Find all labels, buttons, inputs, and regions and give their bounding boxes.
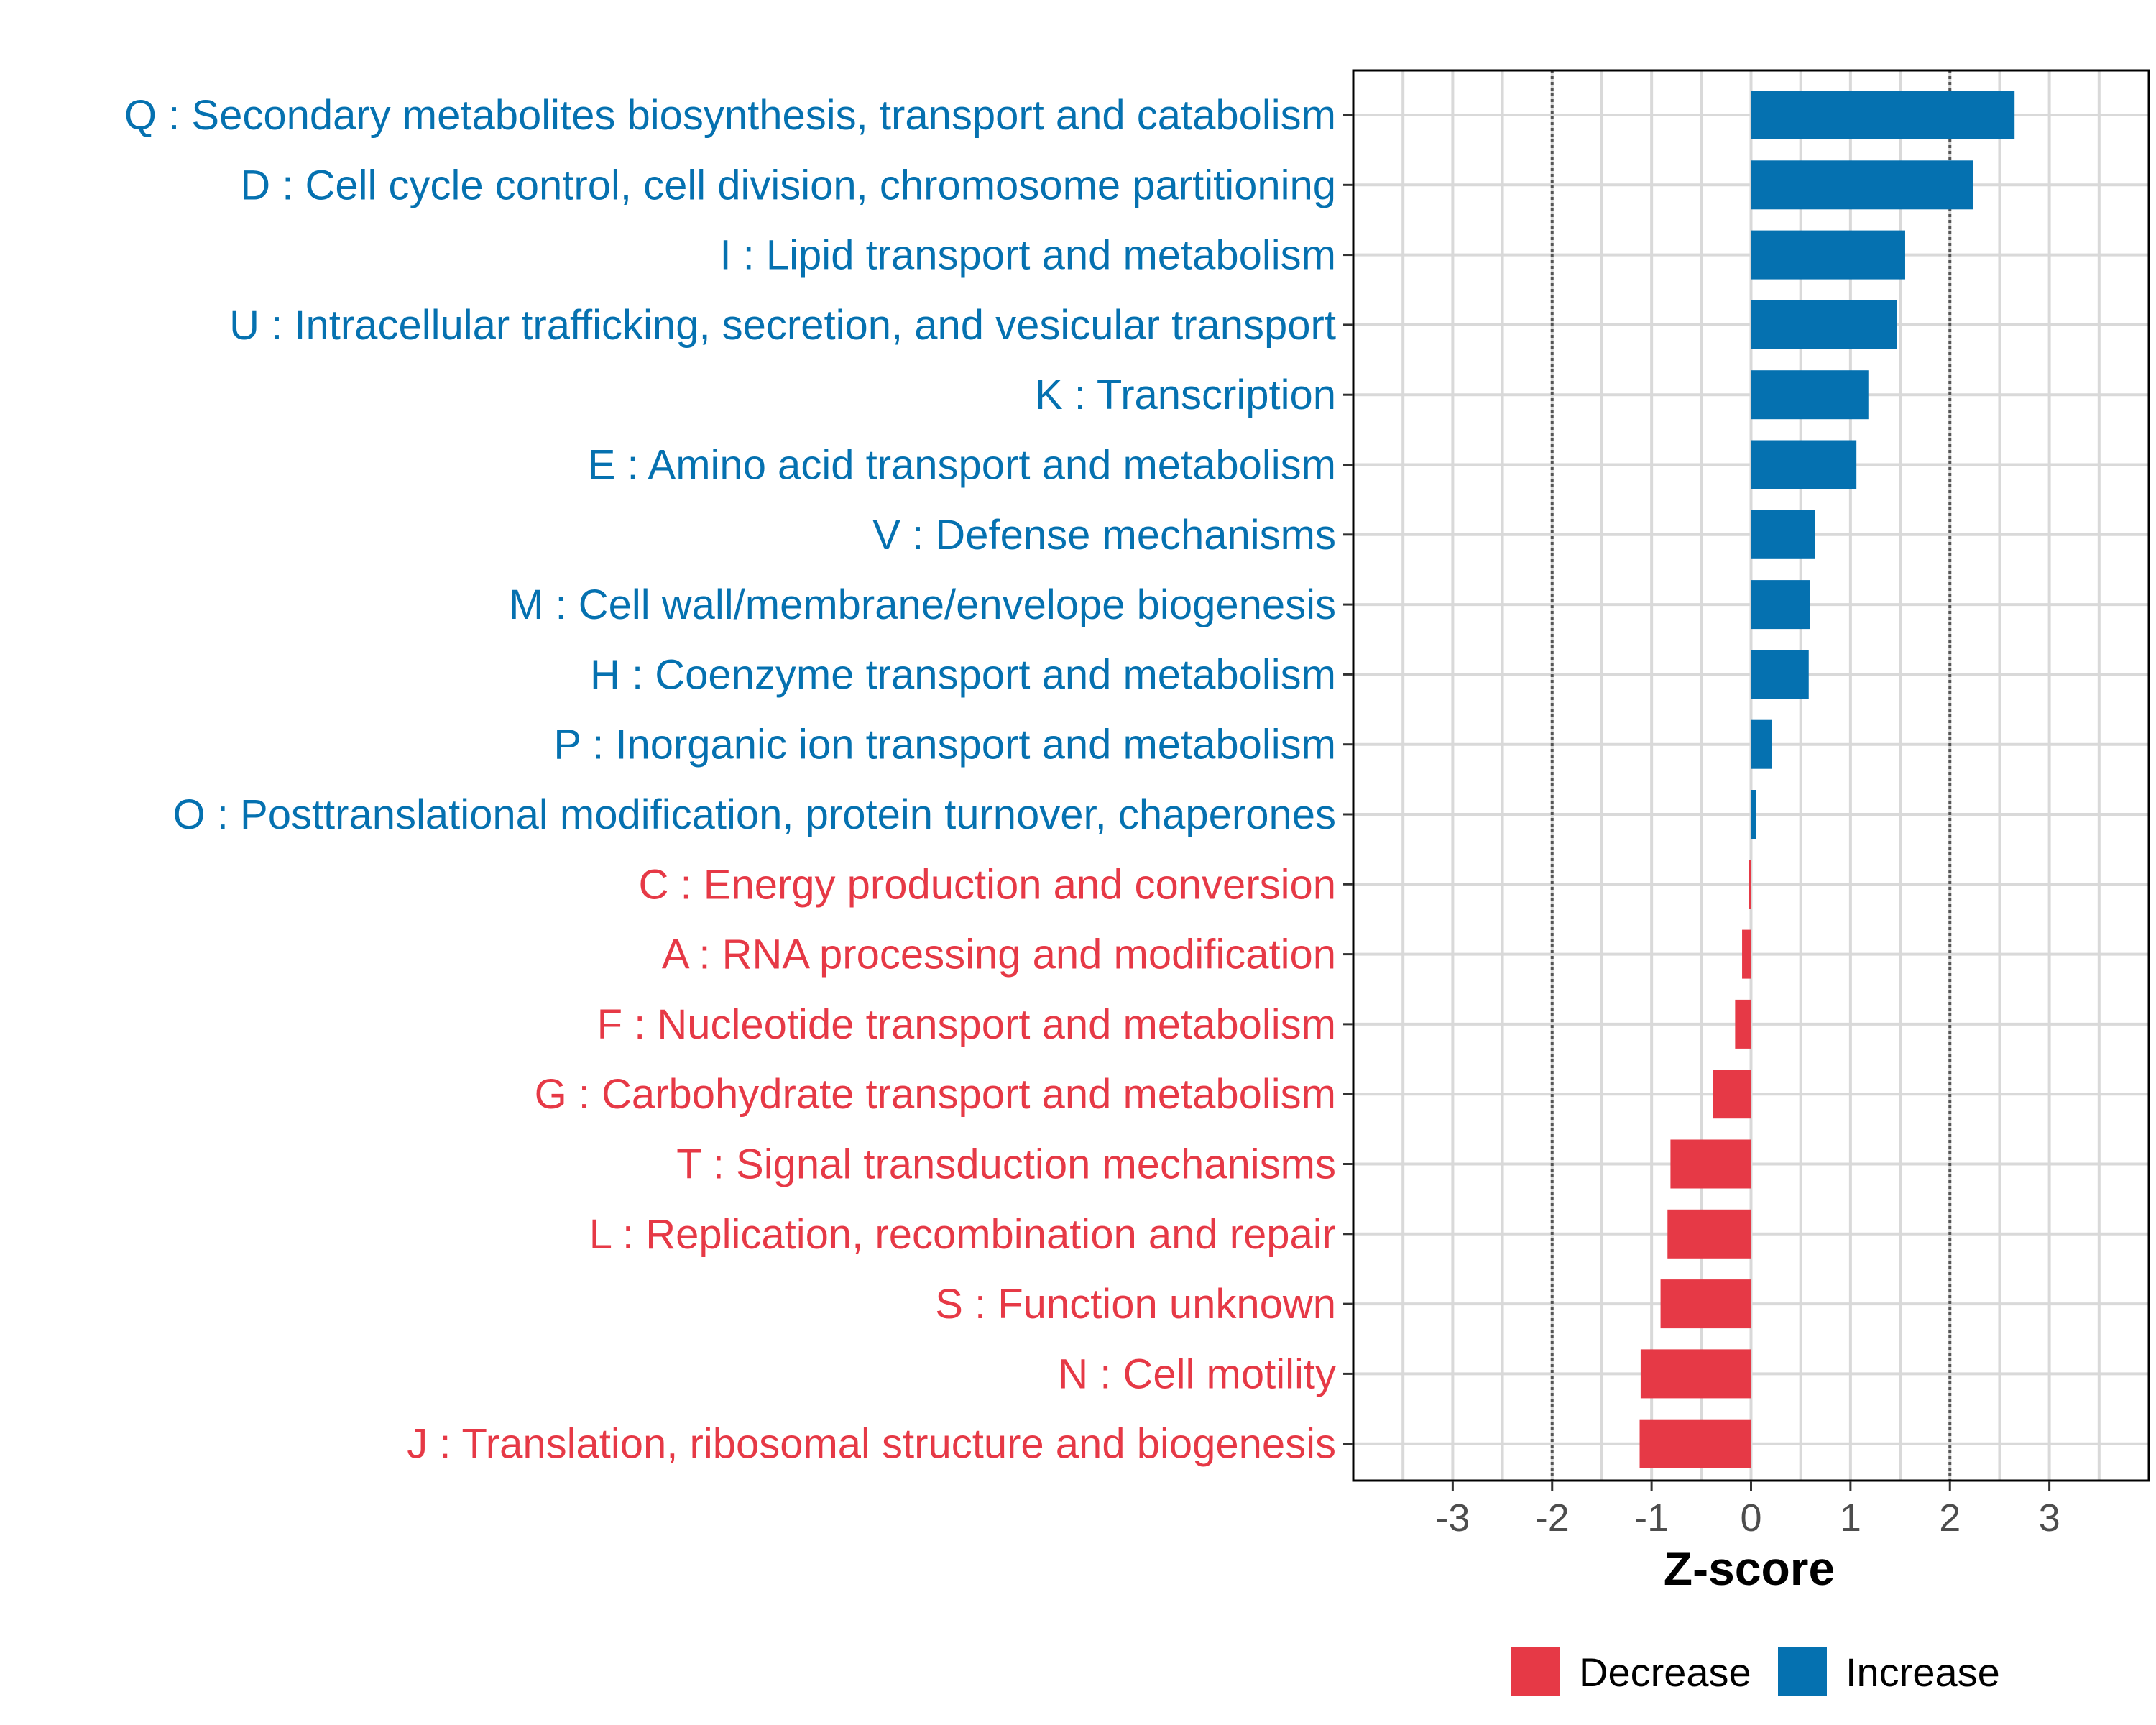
y-axis-ticks: [1343, 114, 1353, 1445]
bar: [1751, 510, 1815, 559]
bar: [1742, 929, 1751, 979]
bar: [1640, 1349, 1751, 1399]
bar: [1751, 91, 2015, 139]
x-axis-title: Z-score: [1664, 1542, 1835, 1595]
category-label: A : RNA processing and modification: [662, 932, 1336, 978]
category-label: G : Carbohydrate transport and metabolis…: [535, 1071, 1336, 1118]
bar: [1751, 580, 1810, 630]
category-label: D : Cell cycle control, cell division, c…: [240, 162, 1336, 208]
bar: [1751, 230, 1905, 280]
bar: [1660, 1279, 1751, 1329]
category-label: E : Amino acid transport and metabolism: [588, 442, 1336, 489]
category-label: T : Signal transduction mechanisms: [676, 1141, 1336, 1188]
category-label: F : Nucleotide transport and metabolism: [597, 1001, 1336, 1048]
category-label: N : Cell motility: [1058, 1351, 1336, 1397]
legend-key-decrease: [1511, 1647, 1560, 1696]
bar: [1749, 860, 1751, 909]
bar: [1751, 650, 1809, 699]
legend-label-increase: Increase: [1846, 1650, 2000, 1695]
x-tick-label: 2: [1939, 1496, 1961, 1540]
x-tick-label: -1: [1634, 1496, 1669, 1540]
legend: Decrease Increase: [1511, 1647, 2000, 1696]
bar: [1751, 440, 1857, 489]
bar: [1735, 999, 1751, 1049]
category-label: O : Posttranslational modification, prot…: [173, 791, 1336, 838]
category-label: J : Translation, ribosomal structure and…: [407, 1421, 1336, 1468]
category-label: I : Lipid transport and metabolism: [719, 232, 1336, 279]
x-tick-label: -3: [1435, 1496, 1470, 1540]
x-tick-label: 1: [1840, 1496, 1861, 1540]
x-tick-label: -2: [1535, 1496, 1570, 1540]
x-axis-ticks: -3 -2 -1 0 1 2 3: [1435, 1481, 2060, 1540]
category-label: H : Coenzyme transport and metabolism: [590, 651, 1336, 698]
bar: [1713, 1070, 1751, 1119]
bar: [1751, 790, 1756, 839]
bar: [1751, 160, 1973, 210]
category-label: Q : Secondary metabolites biosynthesis, …: [124, 92, 1336, 139]
x-tick-label: 3: [2039, 1496, 2060, 1540]
category-label: V : Defense mechanisms: [872, 512, 1336, 558]
bar: [1667, 1209, 1751, 1259]
category-label: U : Intracellular trafficking, secretion…: [229, 302, 1336, 349]
reference-lines: [1550, 70, 1952, 1481]
category-label: S : Function unknown: [935, 1281, 1336, 1328]
x-tick-label: 0: [1740, 1496, 1761, 1540]
bars: [1639, 91, 2015, 1468]
legend-key-increase: [1778, 1647, 1827, 1696]
category-label: L : Replication, recombination and repai…: [589, 1211, 1336, 1258]
category-label: K : Transcription: [1035, 372, 1336, 418]
bar: [1670, 1139, 1751, 1189]
bar: [1751, 719, 1772, 769]
category-label: C : Energy production and conversion: [639, 861, 1336, 908]
bar: [1751, 300, 1897, 349]
bar: [1751, 370, 1869, 420]
category-labels: Q : Secondary metabolites biosynthesis, …: [124, 92, 1336, 1468]
legend-label-decrease: Decrease: [1579, 1650, 1751, 1695]
bar: [1639, 1419, 1751, 1468]
category-label: M : Cell wall/membrane/envelope biogenes…: [509, 581, 1336, 628]
grid-lines: [1353, 70, 2149, 1481]
category-label: P : Inorganic ion transport and metaboli…: [553, 722, 1336, 768]
